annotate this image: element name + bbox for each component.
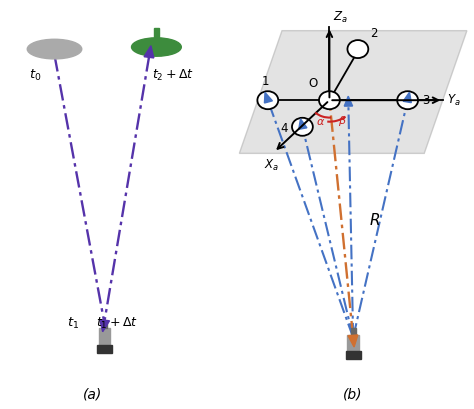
Ellipse shape — [132, 38, 181, 56]
Text: $X_a$: $X_a$ — [264, 158, 279, 173]
Polygon shape — [239, 31, 467, 153]
Bar — [351, 328, 356, 335]
Text: R: R — [370, 213, 380, 228]
Bar — [99, 328, 110, 346]
Polygon shape — [264, 92, 273, 103]
Text: (b): (b) — [343, 388, 363, 402]
Text: $t_2+\Delta t$: $t_2+\Delta t$ — [152, 68, 194, 83]
Text: $t_0$: $t_0$ — [29, 68, 42, 83]
Text: (a): (a) — [83, 388, 102, 402]
Text: 1: 1 — [262, 75, 269, 88]
Ellipse shape — [27, 39, 82, 59]
Text: 4: 4 — [281, 122, 288, 135]
Text: $\alpha$: $\alpha$ — [316, 117, 326, 127]
Text: $Y_a$: $Y_a$ — [447, 93, 461, 108]
Text: O: O — [308, 77, 318, 90]
Circle shape — [257, 91, 278, 109]
Bar — [97, 345, 112, 353]
Bar — [102, 322, 107, 328]
Polygon shape — [348, 335, 358, 347]
Bar — [154, 28, 159, 40]
Polygon shape — [344, 96, 353, 106]
Text: $\beta$: $\beta$ — [338, 115, 347, 128]
Polygon shape — [403, 92, 411, 103]
Text: 3: 3 — [422, 94, 429, 107]
Polygon shape — [144, 46, 154, 58]
Circle shape — [397, 91, 418, 109]
Text: $Z_a$: $Z_a$ — [333, 10, 348, 25]
Text: $t_1+\Delta t$: $t_1+\Delta t$ — [96, 316, 138, 330]
Polygon shape — [100, 319, 109, 332]
Circle shape — [319, 91, 340, 109]
Bar — [347, 335, 359, 352]
Circle shape — [292, 118, 313, 136]
Bar — [346, 351, 361, 359]
Text: $t_1$: $t_1$ — [67, 316, 80, 330]
Polygon shape — [299, 119, 307, 129]
Text: 2: 2 — [370, 27, 378, 40]
Circle shape — [347, 40, 368, 58]
